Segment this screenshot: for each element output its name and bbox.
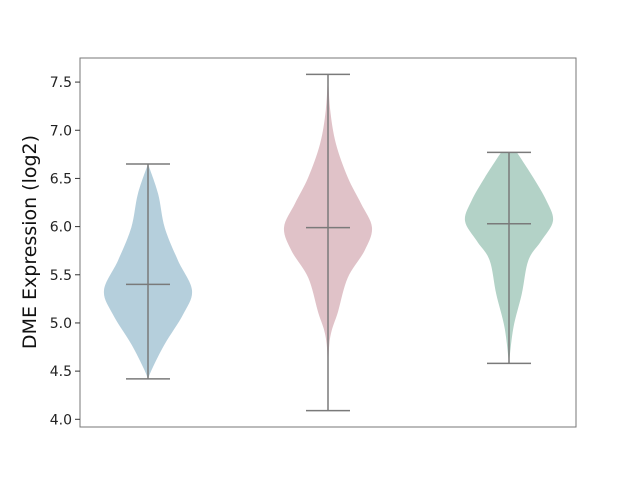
y-tick-label: 5.0 <box>50 316 72 332</box>
y-tick-label: 6.5 <box>50 171 72 187</box>
y-tick-label: 4.0 <box>50 412 72 428</box>
y-tick-label: 7.5 <box>50 75 72 91</box>
y-tick-label: 4.5 <box>50 364 72 380</box>
y-tick-label: 6.0 <box>50 220 72 236</box>
y-axis-label: DME Expression (log2) <box>19 135 41 349</box>
y-axis: 4.0 4.5 5.0 5.5 6.0 6.5 7.0 7.5 <box>50 75 80 428</box>
y-tick-label: 5.5 <box>50 268 72 284</box>
violins <box>103 73 554 412</box>
y-tick-label: 7.0 <box>50 123 72 139</box>
plot-frame <box>79 57 577 428</box>
